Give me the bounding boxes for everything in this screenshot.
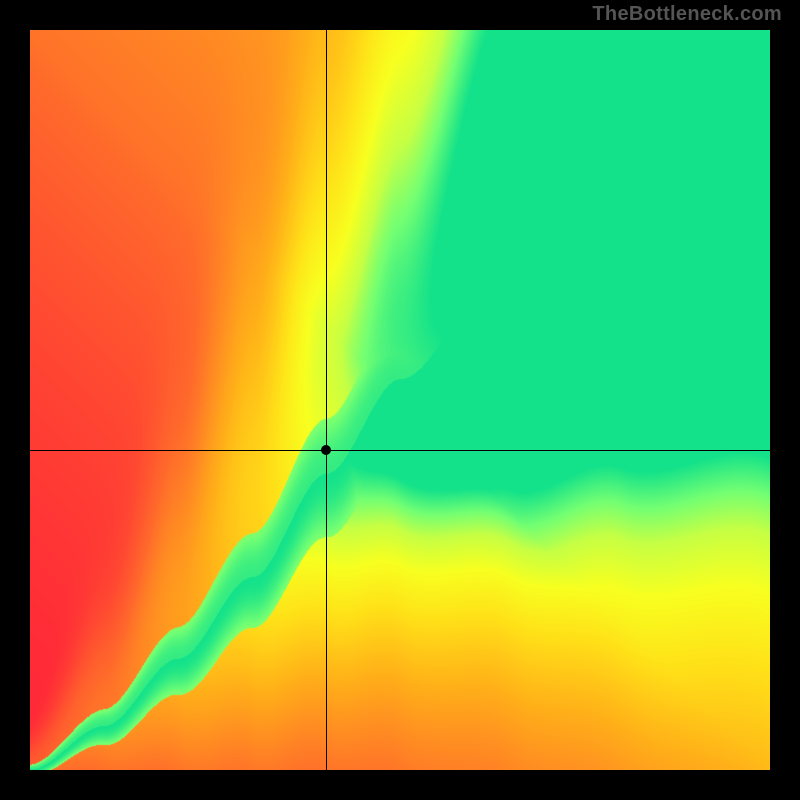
- heatmap-canvas: [30, 30, 770, 770]
- watermark-text: TheBottleneck.com: [0, 0, 800, 30]
- bottleneck-heatmap: [0, 30, 800, 800]
